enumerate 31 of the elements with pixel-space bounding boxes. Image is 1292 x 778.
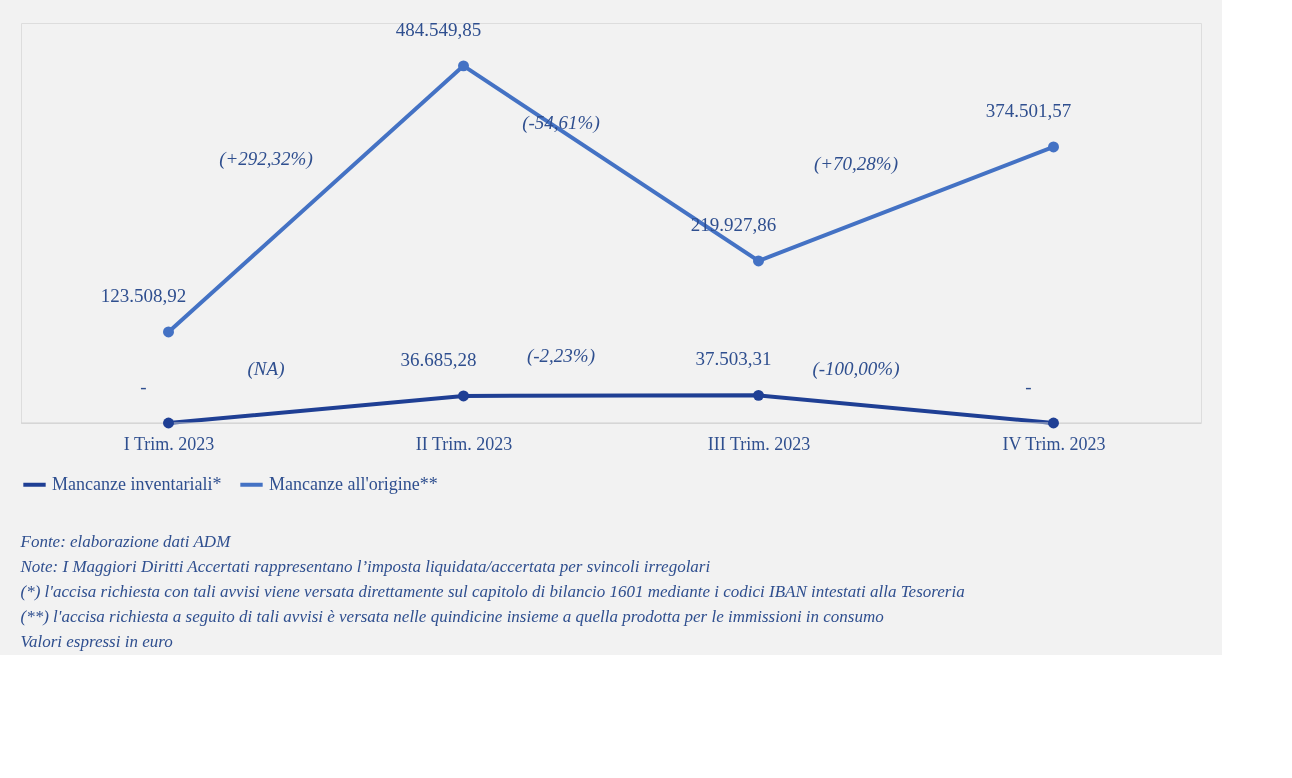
- point: [163, 326, 174, 338]
- data-label: -: [1025, 376, 1032, 397]
- data-label: 123.508,92: [100, 284, 187, 306]
- source-note: Fonte: elaborazione dati ADM: [19, 532, 232, 551]
- annotation: (-2,23%): [526, 344, 596, 367]
- x-tick-label: III Trim. 2023: [707, 433, 811, 454]
- point: [458, 390, 469, 402]
- text: (*) l'accisa richiesta con tali avvisi viene versata direttamente sul capitolo di bilancio 1601 mediante i codici IBAN intestati alla Tesoreria: [20, 582, 965, 601]
- data-label: 37.503,31: [695, 348, 772, 370]
- point: [753, 389, 764, 401]
- x-tick-label: I Trim. 2023: [123, 433, 215, 454]
- data-label: 36.685,28: [400, 348, 477, 370]
- point: [1048, 417, 1059, 429]
- point: [163, 417, 174, 429]
- legend-label: Mancanze inventariali*: [52, 473, 222, 494]
- data-label: 374.501,57: [985, 99, 1072, 121]
- text: Valori espressi in euro: [20, 632, 173, 651]
- point: [753, 255, 764, 267]
- text: (**) l'accisa richiesta a seguito di tali avvisi è versata nelle quindicine insieme a quella prodotta per le immissioni in consumo: [20, 607, 884, 626]
- x-tick-label: II Trim. 2023: [415, 433, 513, 454]
- data-label: -: [140, 376, 147, 397]
- text: Note: I Maggiori Diritti Accertati rappresentano l’imposta liquidata/accertata per svincoli irregolari: [19, 557, 711, 576]
- annotation: (+292,32%): [219, 147, 313, 170]
- annotation: (-100,00%): [812, 358, 900, 381]
- x-tick-label: IV Trim. 2023: [1002, 433, 1106, 454]
- annotation: (+70,28%): [813, 152, 899, 175]
- annotation: (NA): [247, 358, 285, 381]
- legend-label: Mancanze all'origine**: [269, 473, 438, 494]
- point: [1048, 141, 1059, 153]
- data-label: 484.549,85: [395, 18, 482, 40]
- point: [458, 60, 469, 72]
